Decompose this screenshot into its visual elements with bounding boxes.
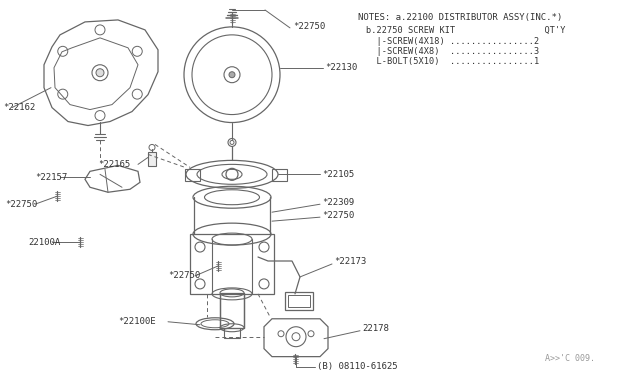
Bar	[148, 153, 156, 166]
Text: 22178: 22178	[362, 324, 389, 333]
Text: NOTES: a.22100 DISTRIBUTOR ASSY(INC.*): NOTES: a.22100 DISTRIBUTOR ASSY(INC.*)	[358, 13, 563, 22]
Bar	[185, 169, 200, 181]
Circle shape	[96, 69, 104, 77]
Text: *22750: *22750	[5, 200, 37, 209]
Bar	[272, 169, 287, 181]
Text: *22165: *22165	[98, 160, 131, 169]
Text: b.22750 SCREW KIT                 QT'Y: b.22750 SCREW KIT QT'Y	[366, 26, 566, 35]
Text: L-BOLT(5X10)  ................1: L-BOLT(5X10) ................1	[366, 57, 540, 66]
Text: *22173: *22173	[334, 257, 366, 266]
Text: (B) 08110-61625: (B) 08110-61625	[317, 362, 397, 371]
Bar	[220, 293, 244, 328]
Text: *22309: *22309	[322, 198, 355, 207]
Bar	[224, 328, 240, 338]
Text: 22100A: 22100A	[28, 238, 60, 247]
Bar	[288, 295, 310, 307]
Bar	[285, 292, 313, 310]
Text: *22105: *22105	[322, 170, 355, 179]
Text: *22130: *22130	[325, 63, 357, 72]
Bar	[190, 234, 274, 294]
Text: *22750: *22750	[293, 22, 325, 31]
Text: *22162: *22162	[3, 103, 35, 112]
Text: |-SCREW(4X18) ................2: |-SCREW(4X18) ................2	[366, 37, 540, 46]
Text: |-SCREW(4X8)  ................3: |-SCREW(4X8) ................3	[366, 47, 540, 56]
Text: *22750: *22750	[322, 211, 355, 220]
Text: *22750: *22750	[168, 272, 200, 280]
Text: A>>'C 009.: A>>'C 009.	[545, 354, 595, 363]
Circle shape	[229, 72, 235, 78]
Text: *22157: *22157	[35, 173, 67, 182]
Text: *22100E: *22100E	[118, 317, 156, 326]
